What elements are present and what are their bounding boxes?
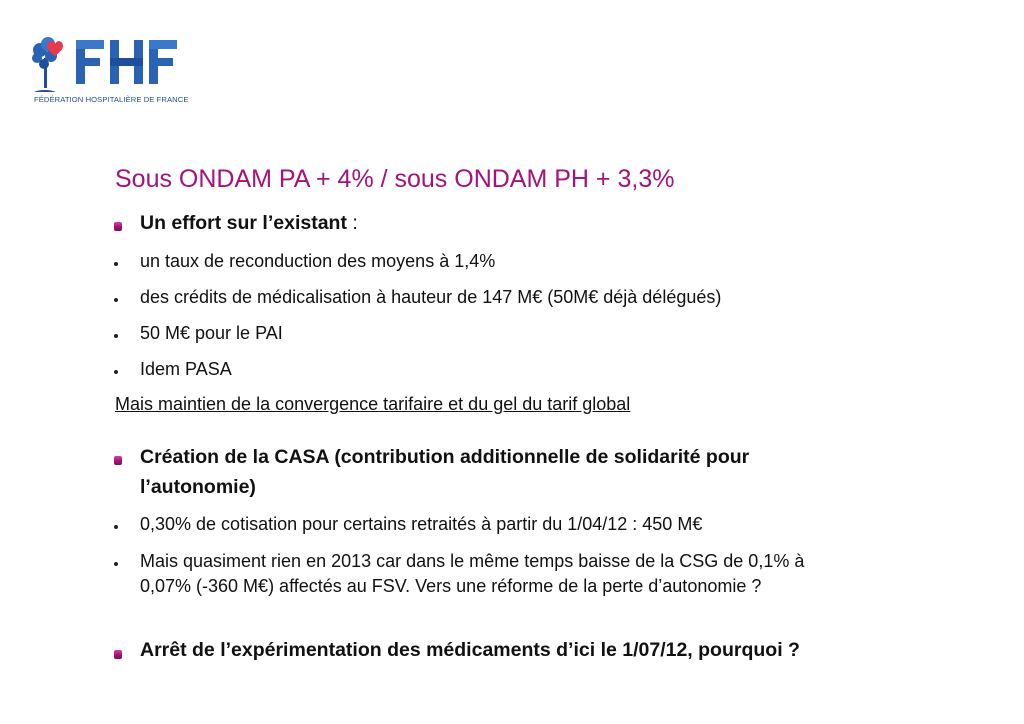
slide-title: Sous ONDAM PA + 4% / sous ONDAM PH + 3,3…	[115, 165, 675, 193]
fhf-logo-mark	[32, 37, 177, 92]
bullet-dot-icon	[114, 334, 118, 338]
section1-bullet: un taux de reconduction des moyens à 1,4…	[140, 251, 496, 271]
section1-heading: Un effort sur l’existant :	[140, 212, 358, 235]
section1-bullet: des crédits de médicalisation à hauteur …	[140, 287, 722, 307]
section3-heading: Arrêt de l’expérimentation des médicamen…	[140, 639, 800, 661]
bullet-dot-icon	[114, 262, 118, 266]
section2-heading-line: Création de la CASA (contribution additi…	[140, 446, 750, 468]
bullet-dot-icon	[114, 298, 118, 302]
section1-note: Mais maintien de la convergence tarifair…	[115, 394, 631, 414]
section1-bullet: 50 M€ pour le PAI	[140, 323, 283, 343]
bullet-dot-icon	[114, 562, 118, 566]
fhf-letters	[76, 40, 177, 84]
section1-heading-text: Un effort sur l’existant	[140, 212, 347, 234]
bullet-dot-icon	[114, 370, 118, 374]
section1-bullet: Idem PASA	[140, 359, 232, 379]
logo-caption: FÉDÉRATION HOSPITALIÈRE DE FRANCE	[34, 95, 189, 104]
section2-bullet-line: 0,07% (-360 M€) affectés au FSV. Vers un…	[140, 576, 762, 596]
section-bullet-icon	[114, 456, 122, 465]
section2-bullet-line: 0,30% de cotisation pour certains retrai…	[140, 514, 703, 534]
section-bullet-icon	[114, 650, 122, 659]
section-bullet-icon	[114, 222, 122, 231]
section1-heading-suffix: :	[346, 212, 358, 234]
bullet-dot-icon	[114, 525, 118, 529]
heart-icon	[47, 41, 63, 57]
fhf-logo: FÉDÉRATION HOSPITALIÈRE DE FRANCE	[30, 34, 190, 108]
section2-heading-line: l’autonomie)	[140, 476, 256, 498]
section2-bullet-line: Mais quasiment rien en 2013 car dans le …	[140, 551, 805, 571]
